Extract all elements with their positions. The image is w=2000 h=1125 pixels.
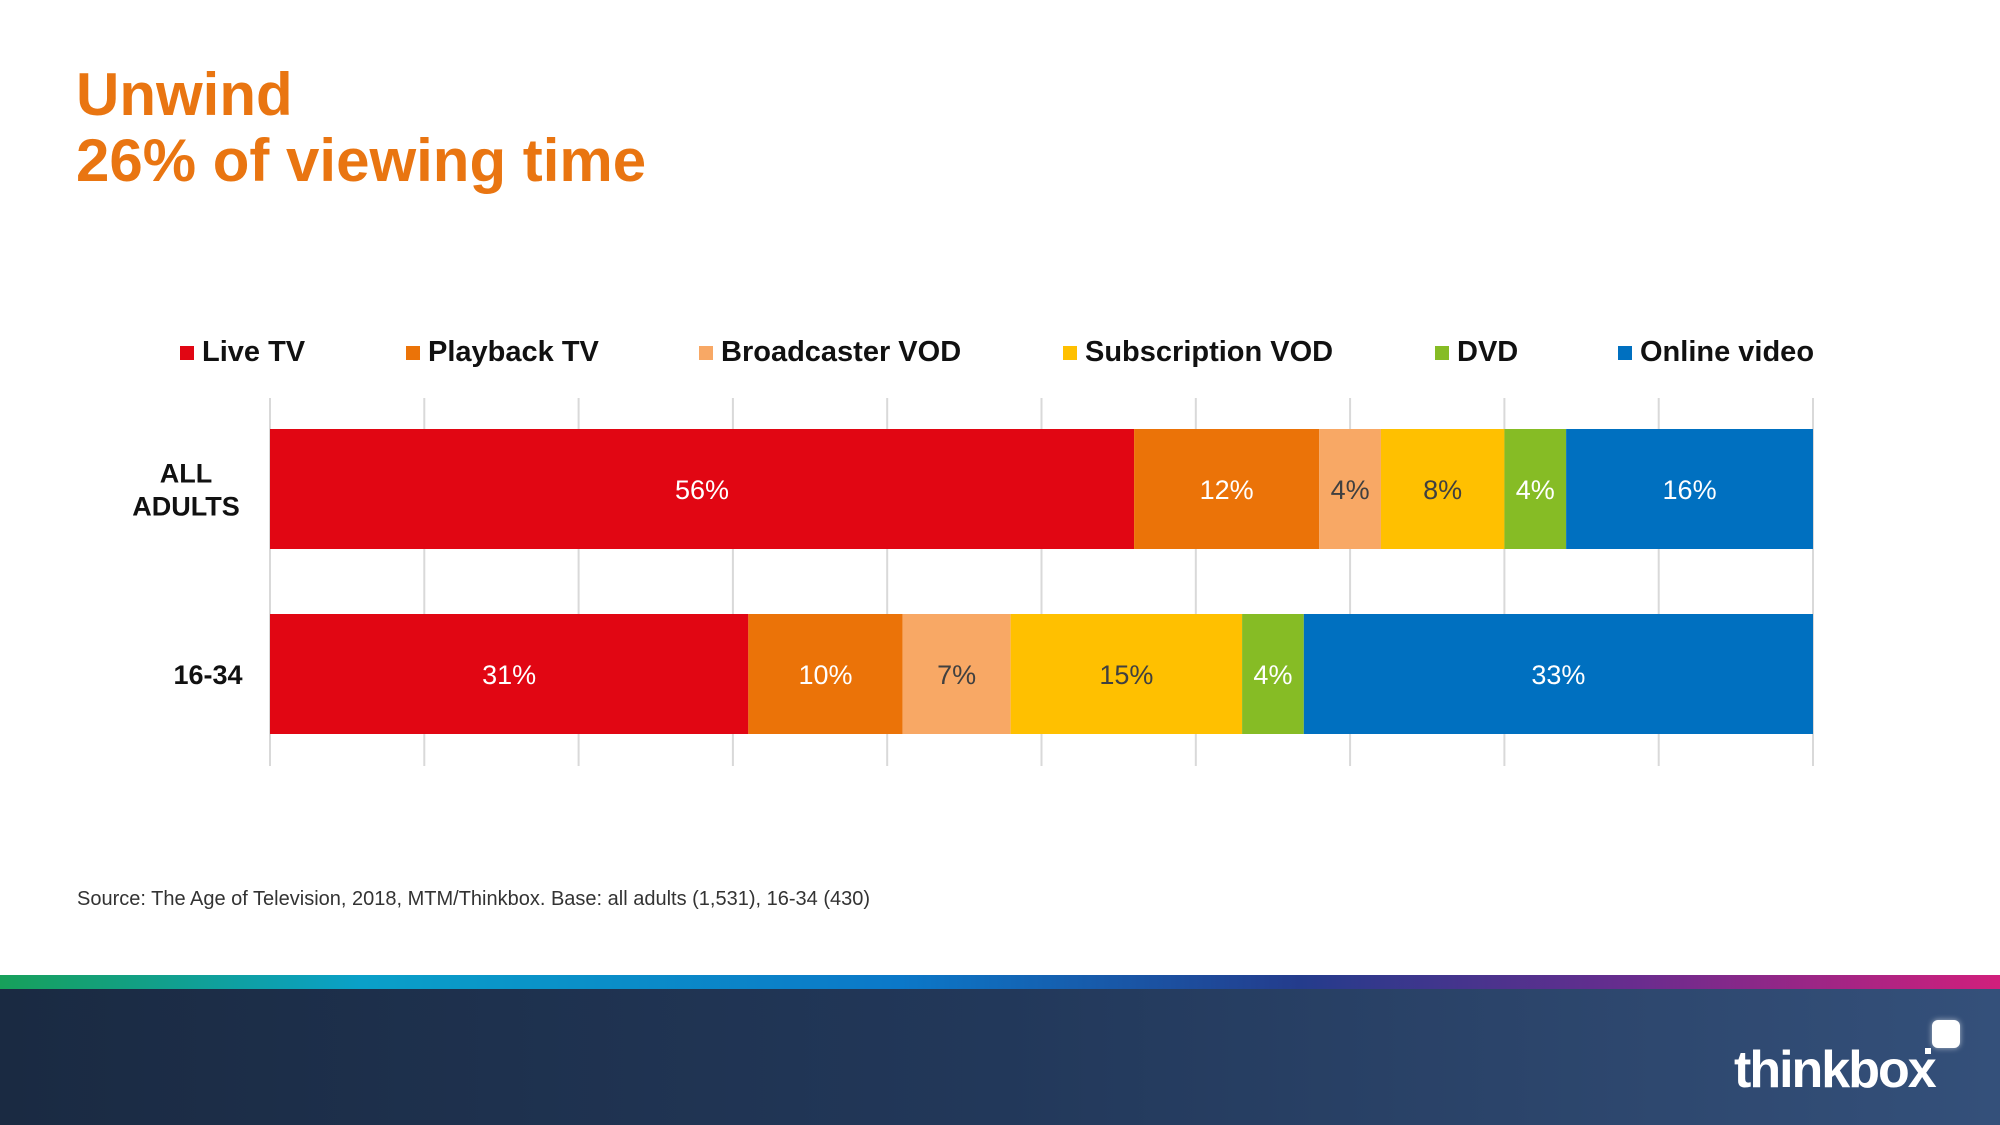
bar-segment: [1134, 429, 1320, 549]
bar-segment: [1566, 429, 1813, 549]
data-label: 16%: [1663, 475, 1717, 505]
data-label: 7%: [937, 660, 976, 690]
category-label: 16-34: [173, 660, 242, 690]
legend-item: Broadcaster VOD: [699, 336, 961, 369]
legend-label: Subscription VOD: [1085, 336, 1334, 368]
legend-item: Online video: [1618, 336, 1814, 369]
thinkbox-logo: thinkbox: [1734, 1041, 1937, 1099]
data-label: 31%: [482, 660, 536, 690]
data-label: 4%: [1516, 475, 1555, 505]
bar-segment: [1504, 429, 1567, 549]
data-label: 10%: [798, 660, 852, 690]
bar-segment: [902, 614, 1011, 734]
legend-swatch: [1435, 345, 1449, 360]
legend-swatch: [406, 345, 420, 360]
legend-item: Playback TV: [406, 336, 599, 369]
bar-segment: [1303, 614, 1813, 734]
legend-label: Broadcaster VOD: [721, 336, 962, 368]
legend-swatch: [180, 345, 194, 360]
bar-segment: [270, 429, 1135, 549]
bar-segment: [748, 614, 903, 734]
title-line-1: Unwind: [76, 61, 293, 128]
legend-label: Online video: [1640, 336, 1815, 368]
legend-swatch: [699, 345, 713, 360]
data-label: 4%: [1253, 660, 1292, 690]
legend-swatch: [1063, 345, 1077, 360]
bar-segment: [270, 614, 749, 734]
logo-dot-icon: [1925, 1048, 1931, 1054]
data-label: 56%: [675, 475, 729, 505]
legend-label: DVD: [1457, 336, 1519, 368]
data-label: 12%: [1200, 475, 1254, 505]
chart-legend: Live TV Playback TV Broadcaster VOD Subscri…: [0, 336, 2000, 376]
brand-gradient-strip: [0, 975, 2000, 989]
slide-title: Unwind 26% of viewing time: [76, 62, 646, 194]
legend-swatch: [1618, 345, 1632, 360]
legend-item: DVD: [1435, 336, 1518, 369]
legend-label: Live TV: [202, 336, 306, 368]
category-label: ALL ADULTS: [132, 459, 240, 522]
data-label: 8%: [1423, 475, 1462, 505]
stacked-bar-chart: 56% 12% 4% 8% 4% 16% ALL ADULTS 31% 10% 7% 15% 4% 33%…: [132, 398, 1814, 766]
data-label: 15%: [1099, 660, 1153, 690]
logo-square-icon: [1932, 1020, 1960, 1048]
source-note: Source: The Age of Television, 2018, MTM…: [77, 888, 871, 910]
bar-segment: [1380, 429, 1505, 549]
bar-segment: [1319, 429, 1381, 549]
footer-band: [0, 989, 2000, 1125]
bar-segment: [1242, 614, 1304, 734]
bar-segment: [1010, 614, 1243, 734]
data-label: 33%: [1531, 660, 1585, 690]
legend-label: Playback TV: [428, 336, 599, 368]
title-line-2: 26% of viewing time: [76, 127, 647, 194]
legend-item: Subscription VOD: [1063, 336, 1333, 369]
legend-item: Live TV: [180, 336, 305, 369]
data-label: 4%: [1331, 475, 1370, 505]
